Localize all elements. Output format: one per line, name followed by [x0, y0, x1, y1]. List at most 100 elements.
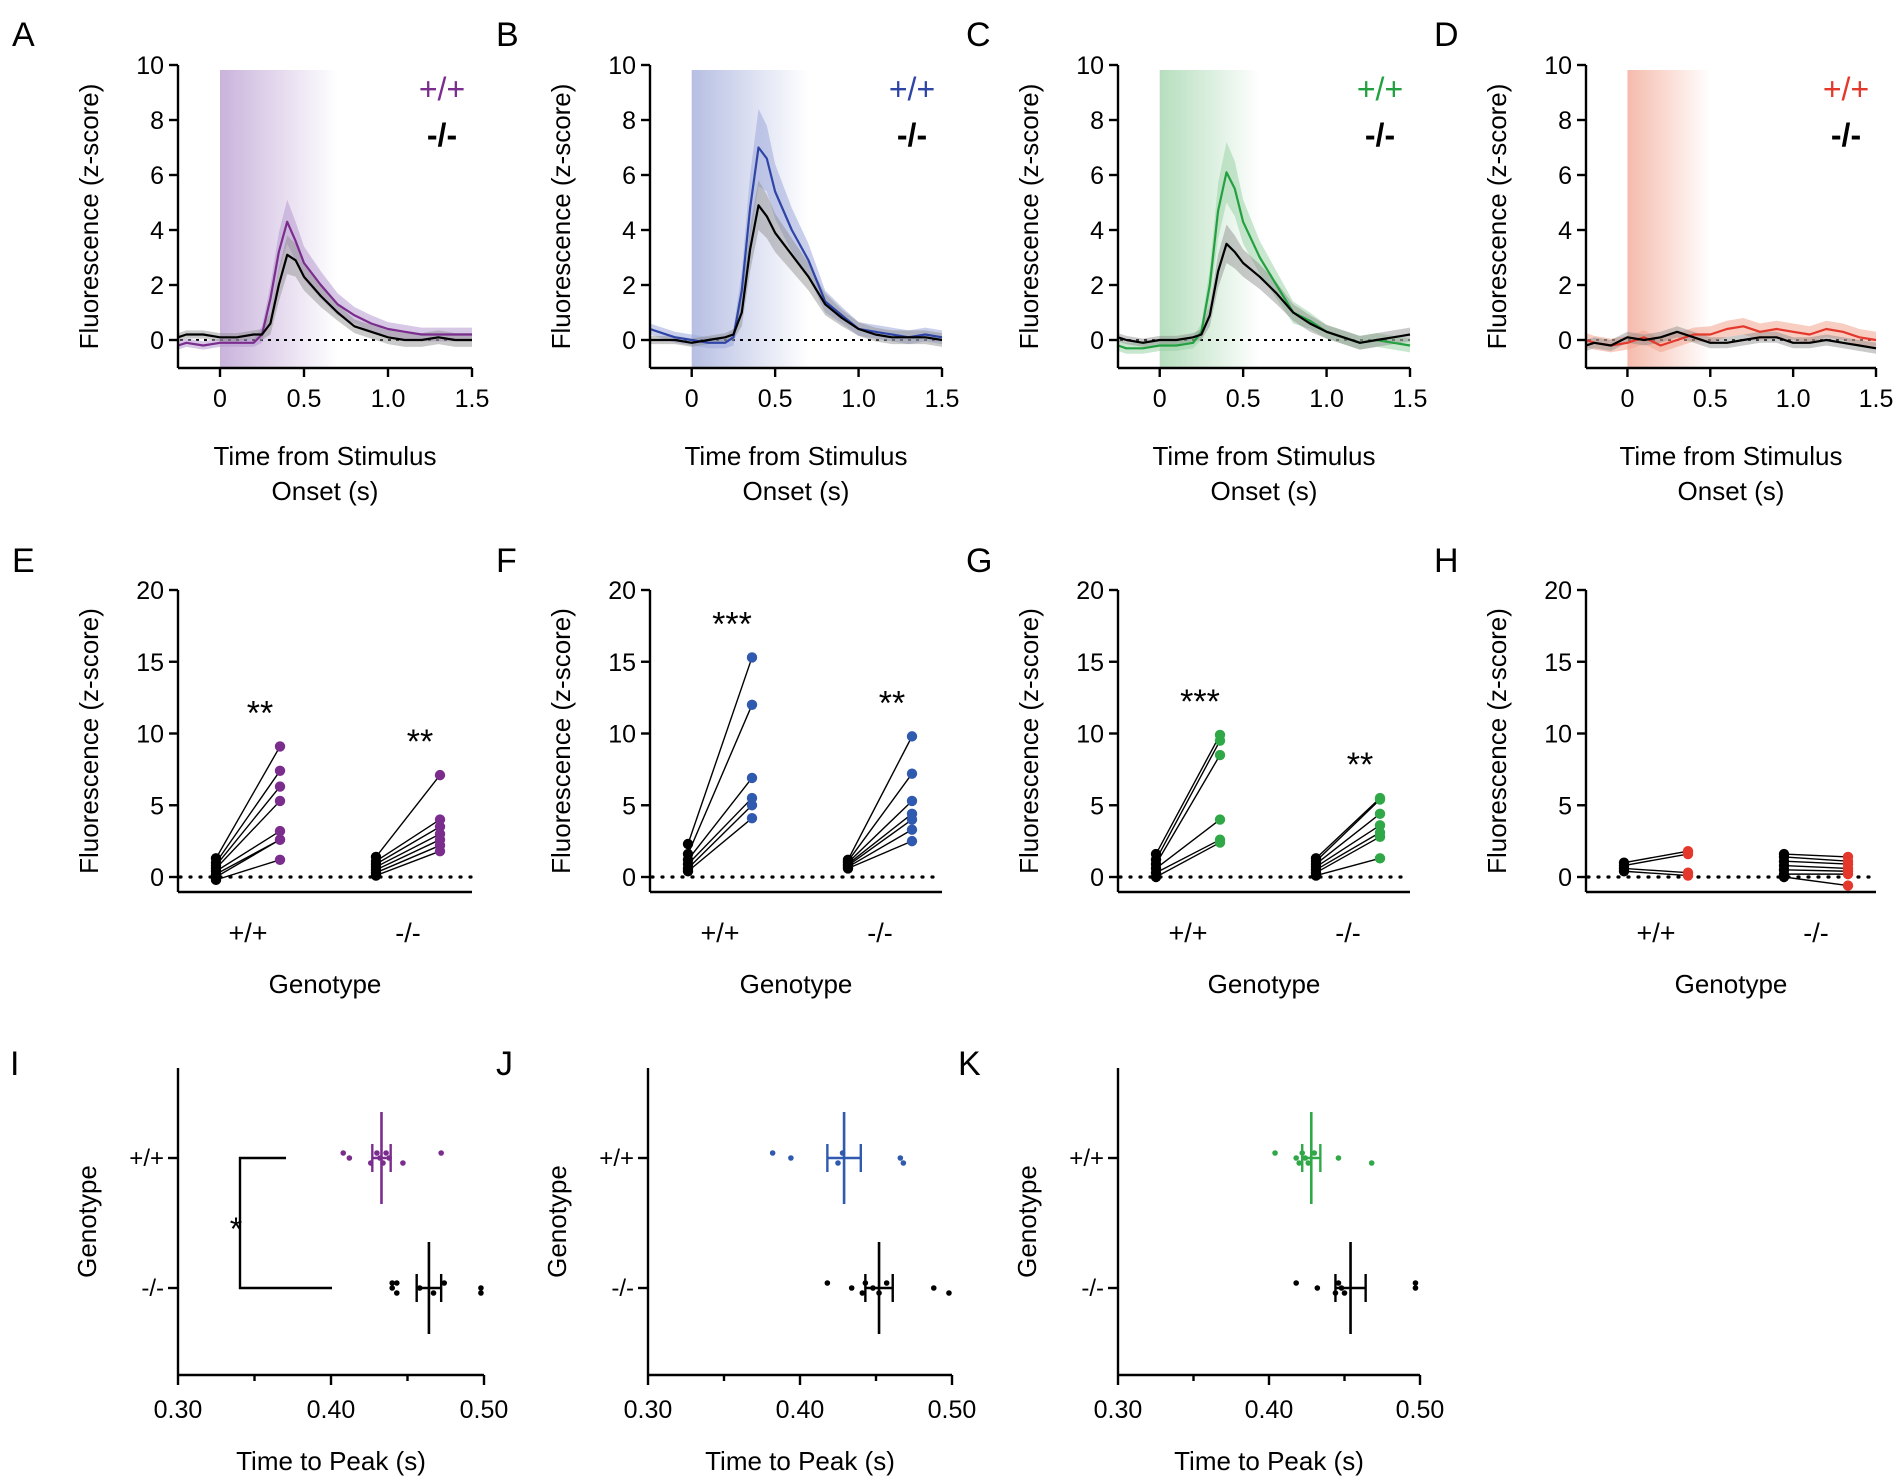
legend-ko: -/- [1365, 117, 1395, 153]
series-line-ko [650, 204, 943, 344]
pair-line [1783, 853, 1849, 858]
after-point [434, 828, 446, 840]
after-point [1374, 853, 1386, 864]
pair-line [1315, 813, 1381, 865]
peak-point [769, 1150, 776, 1156]
series-line-ko [177, 253, 472, 342]
panel-letter: A [12, 16, 35, 54]
y-tick-label: 0 [150, 864, 164, 892]
after-point [906, 808, 918, 820]
peak-point [946, 1290, 952, 1296]
pair-line [1623, 853, 1689, 867]
x-tick-label: 1.5 [1393, 385, 1428, 413]
y-tick-label: 10 [1076, 721, 1104, 749]
peak-point [441, 1280, 448, 1286]
panel-letter: F [496, 542, 517, 580]
y-tick-label: 8 [1090, 107, 1104, 135]
x-axis-label: Genotype [1208, 969, 1321, 999]
x-tick-label: 1.0 [1776, 385, 1811, 413]
y-tick-label: 0 [1558, 327, 1572, 355]
x-tick-label: +/+ [700, 918, 739, 948]
y-tick-label: 0 [1090, 327, 1104, 355]
after-point [434, 821, 446, 832]
y-axis-label: Fluorescence (z-score) [74, 608, 104, 874]
x-tick-label: 0 [1620, 385, 1634, 413]
y-tick-label: 2 [1558, 272, 1572, 300]
after-point [1214, 834, 1226, 845]
x-axis-label: Time to Peak (s) [705, 1446, 895, 1476]
series-band-wt [650, 109, 942, 349]
peak-point [1335, 1155, 1342, 1161]
peak-point [389, 1280, 396, 1286]
y-axis-label: Fluorescence (z-score) [74, 84, 104, 350]
pair-line [847, 736, 913, 861]
x-tick-label: 0.50 [1396, 1396, 1445, 1424]
peak-point [340, 1150, 347, 1156]
panel-k: K +/+ -/- 0.30 0.40 0.50 Time to Peak (s) Genot… [958, 1045, 1444, 1476]
y-tick-label: 2 [150, 272, 164, 300]
peak-point [1296, 1160, 1302, 1166]
x-tick-label: 1.5 [925, 385, 960, 413]
after-point [746, 652, 758, 663]
after-point [1842, 851, 1854, 863]
after-point [274, 741, 286, 752]
x-axis-label: Time to Peak (s) [236, 1446, 426, 1476]
after-point [274, 765, 286, 777]
series-line-ko [1585, 330, 1877, 350]
significance-star: * [230, 1211, 242, 1247]
y-tick-label: -/- [141, 1275, 164, 1302]
pair-line [847, 840, 913, 870]
pair-line [375, 774, 441, 858]
peak-point [393, 1290, 400, 1296]
x-tick-label: 0 [213, 385, 227, 413]
pair-line [1315, 836, 1381, 874]
y-tick-label: 6 [1558, 162, 1572, 190]
pair-line [215, 786, 281, 866]
pair-line [687, 804, 753, 869]
after-point [746, 699, 758, 710]
x-tick-label: 0.5 [758, 385, 793, 413]
peak-point [883, 1280, 890, 1286]
y-tick-label: 15 [608, 649, 636, 677]
y-tick-label: +/+ [1069, 1145, 1104, 1172]
pair-line [1315, 797, 1381, 859]
y-tick-label: 4 [1090, 217, 1104, 245]
peak-point [1412, 1285, 1419, 1291]
x-tick-label: 1.0 [1309, 385, 1344, 413]
pair-line [215, 839, 281, 875]
after-point [746, 812, 758, 824]
before-point [682, 838, 694, 850]
significance-stars: ** [247, 694, 273, 732]
legend-wt: +/+ [1823, 71, 1869, 107]
pair-line [687, 657, 753, 845]
significance-stars: ** [407, 723, 433, 761]
y-tick-label: 0 [1090, 864, 1104, 892]
peak-point [788, 1155, 794, 1161]
after-point [274, 834, 286, 845]
panel-i: I +/+ -/- * 0.30 0.40 0.50 Time to Peak (s) Geno… [10, 1045, 508, 1476]
panel-a: A 0 2 4 6 8 10 0 0.5 1.0 1.5 Time from Stimulus Onse… [12, 16, 489, 506]
panel-letter: J [496, 1045, 513, 1083]
y-tick-label: +/+ [129, 1145, 164, 1172]
y-tick-label: 15 [136, 649, 164, 677]
pair-line [375, 833, 441, 868]
peak-point [848, 1285, 855, 1291]
after-point [1374, 808, 1386, 820]
pair-line [375, 819, 441, 862]
peak-point [400, 1160, 406, 1166]
pair-line [1155, 819, 1221, 869]
peak-point [438, 1150, 444, 1156]
after-point [274, 825, 286, 837]
y-axis-label: Fluorescence (z-score) [1014, 608, 1044, 874]
pair-line [215, 746, 281, 859]
pair-line [1623, 850, 1689, 864]
peak-point [835, 1160, 841, 1166]
after-point [274, 795, 286, 807]
panel-letter: E [12, 542, 35, 580]
x-tick-label: +/+ [228, 918, 267, 948]
peak-point [478, 1285, 484, 1291]
significance-stars: *** [712, 605, 752, 643]
before-point [682, 848, 694, 860]
after-point [274, 854, 286, 865]
pair-line [1155, 754, 1221, 865]
